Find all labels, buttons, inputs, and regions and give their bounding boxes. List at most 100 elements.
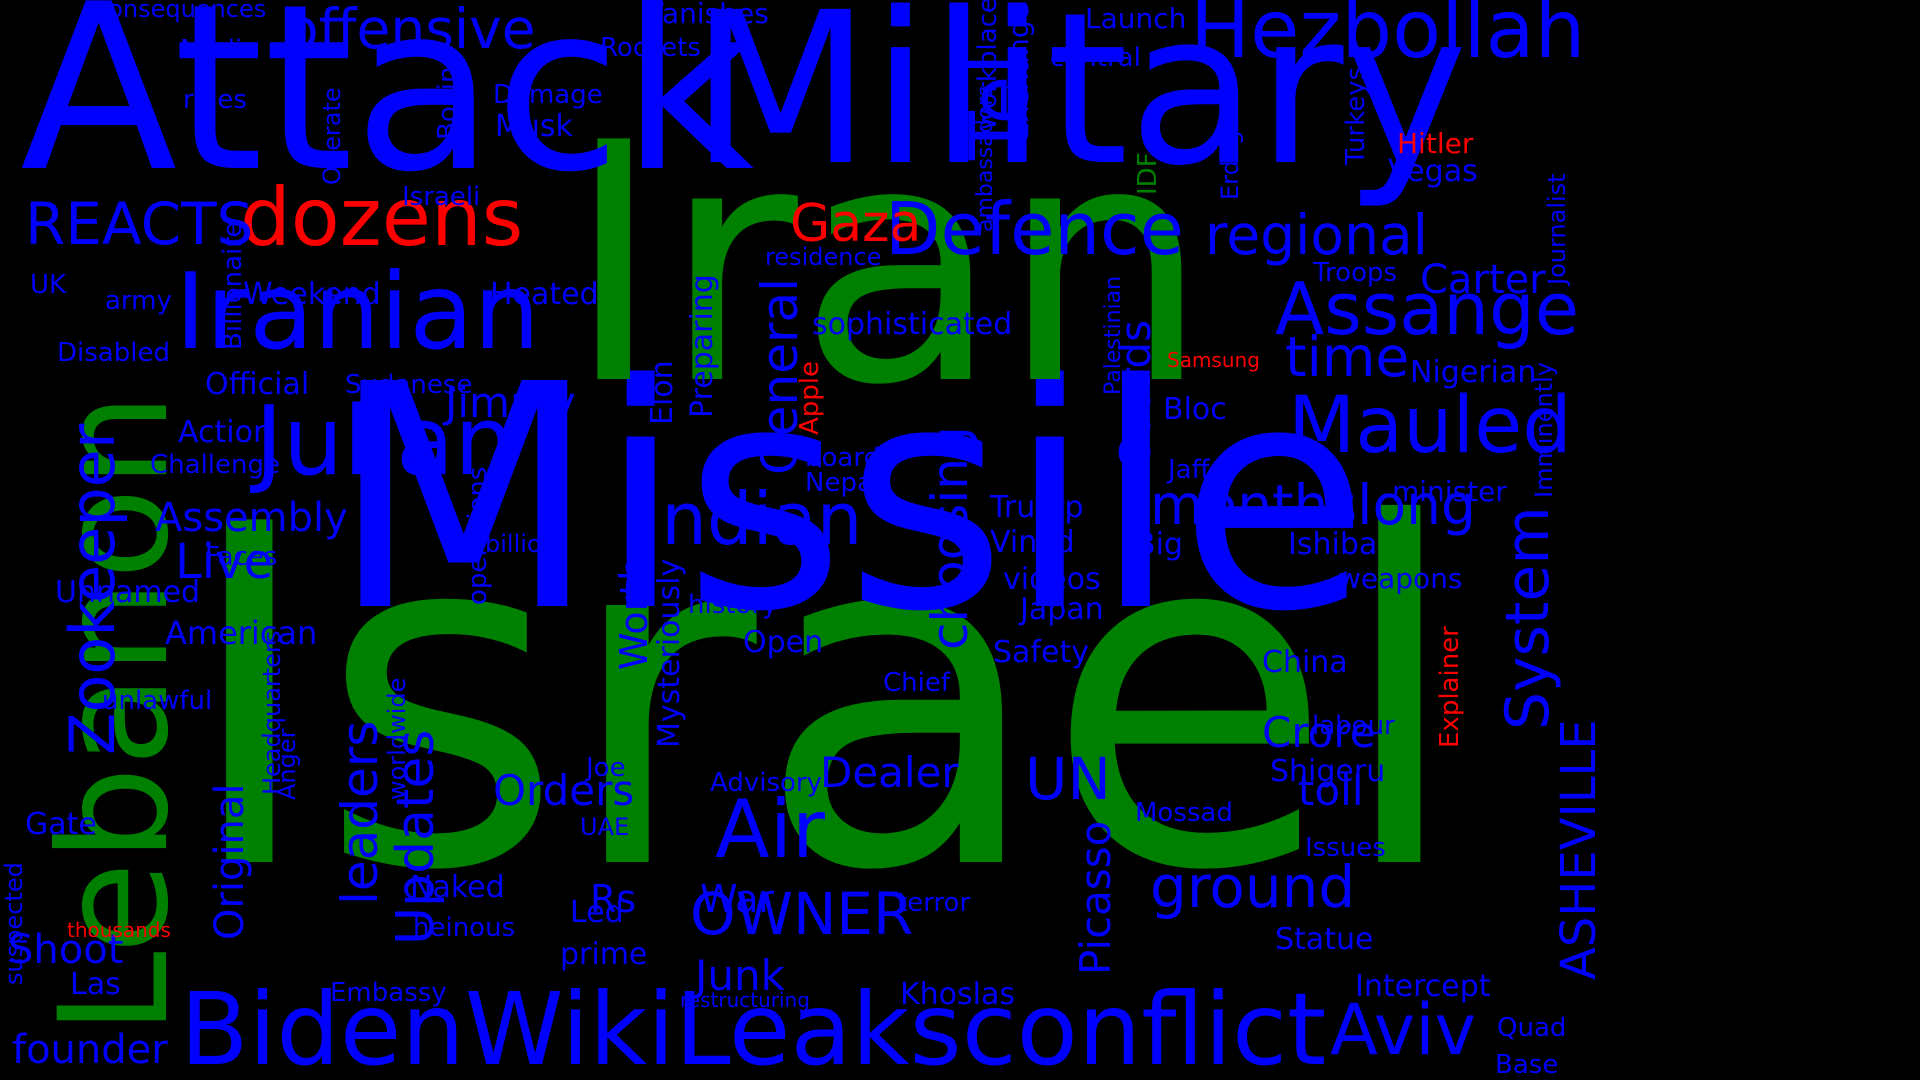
- word-official: Official: [205, 367, 310, 402]
- word-videos: videos: [1003, 562, 1101, 597]
- word-leaders: leaders: [331, 720, 389, 905]
- word-assembly: Assembly: [155, 495, 348, 541]
- word-assange: Assange: [1275, 267, 1580, 351]
- word-sudanese: Sudanese: [345, 370, 473, 400]
- word-imminently: Imminently: [1530, 362, 1558, 498]
- word-operate: Operate: [318, 87, 346, 185]
- word-unnamed: Unnamed: [55, 575, 201, 610]
- word-regional: regional: [1205, 203, 1428, 267]
- word-headquarters: Headquarters: [258, 630, 286, 795]
- word-issues: Issues: [1305, 833, 1386, 863]
- word-media: Media: [180, 35, 259, 65]
- word-safety: Safety: [993, 635, 1089, 670]
- word-terror: terror: [897, 888, 971, 918]
- word-american: American: [165, 614, 318, 652]
- word-gate: Gate: [25, 807, 97, 842]
- word-billion: billion: [485, 530, 557, 558]
- word-rules: rules: [183, 85, 247, 115]
- word-nepal: Nepal: [805, 468, 881, 498]
- word-crore: Crore: [1262, 708, 1376, 757]
- word-mauled: Mauled: [1288, 381, 1572, 471]
- word-vinod: Vinod: [990, 525, 1075, 560]
- word-central: central: [1050, 43, 1141, 73]
- word-musk: Musk: [495, 109, 573, 144]
- word-monthslong: monthslong: [1150, 473, 1476, 537]
- word-journalist: Journalist: [1543, 173, 1571, 285]
- word-troops: Troops: [1313, 258, 1398, 288]
- word-quad: Quad: [1497, 1013, 1567, 1043]
- word-china: China: [1262, 645, 1348, 680]
- word-nigerian: Nigerian: [1410, 355, 1537, 390]
- word-dozens: dozens: [240, 171, 524, 264]
- word-uae: UAE: [580, 813, 630, 841]
- word-junk: Junk: [695, 951, 785, 1000]
- word-war: War: [700, 877, 775, 921]
- word-advisory: Advisory: [710, 768, 822, 798]
- word-consequences: consequences: [95, 0, 267, 23]
- word-live: Live: [175, 534, 274, 590]
- word-choosing: choosing: [921, 426, 979, 650]
- word-embassy: Embassy: [330, 978, 447, 1008]
- word-julian: Julian: [255, 387, 515, 497]
- word-preparing: Preparing: [685, 274, 720, 418]
- word-minister: minister: [1392, 475, 1507, 508]
- word-carter: Carter: [1420, 257, 1546, 303]
- word-vegas: Vegas: [1388, 154, 1478, 189]
- word-billionaire: Billionaire: [218, 221, 248, 350]
- word-bloc: Bloc: [1163, 392, 1227, 427]
- word-army: army: [105, 286, 172, 316]
- word-exchange: Exchange: [1002, 3, 1035, 140]
- word-labour: labour: [1312, 711, 1395, 741]
- word-hezbollah: Hezbollah: [1190, 0, 1586, 76]
- word-base: Base: [1495, 1050, 1559, 1080]
- word-founder: founder: [12, 1027, 168, 1073]
- word-vanishes: Vanishes: [645, 0, 769, 30]
- word-open: Open: [743, 625, 824, 660]
- word-mossad: Mossad: [1135, 798, 1233, 828]
- word-restructuring: restructuring: [680, 988, 810, 1012]
- word-uk: UK: [30, 270, 67, 300]
- word-faces: Faces: [205, 542, 278, 572]
- word-shigeru: Shigeru: [1270, 754, 1386, 789]
- word-heinous: heinous: [413, 913, 516, 943]
- word-disabled: Disabled: [57, 338, 170, 368]
- word-prime: prime: [560, 937, 648, 972]
- word-intercept: Intercept: [1355, 969, 1491, 1004]
- word-reacts: REACTS: [25, 190, 254, 258]
- word-gaza: Gaza: [790, 194, 922, 254]
- word-bidenwikileaksconflict: BidenWikiLeaksconflict: [180, 971, 1327, 1080]
- word-iranian: Iranian: [175, 251, 541, 373]
- word-unlawful: unlawful: [102, 686, 213, 716]
- word-asheville: ASHEVILLE: [1551, 719, 1607, 980]
- word-apple: Apple: [795, 360, 825, 435]
- word-shoot: Shoot: [8, 927, 124, 973]
- word-las: Las: [70, 967, 121, 1002]
- word-missile: Missile: [330, 319, 1370, 680]
- word-worldwide: worldwide: [383, 677, 411, 800]
- word-indian: Indian: [640, 477, 863, 561]
- word-suspected: suspected: [0, 862, 28, 985]
- word-ground: ground: [1150, 853, 1356, 921]
- word-action: Action: [178, 415, 272, 450]
- word-jaffa: Jaffa: [1168, 455, 1226, 485]
- word-khoslas: Khoslas: [900, 977, 1016, 1012]
- word-ishiba: Ishiba: [1288, 527, 1378, 562]
- word-samsung: Samsung: [1167, 348, 1260, 372]
- word-trump: Trump: [990, 490, 1084, 525]
- word-idf: IDF: [1133, 152, 1163, 195]
- word-air: Air: [715, 783, 825, 876]
- word-sophisticated: sophisticated: [812, 307, 1013, 342]
- word-attack: Attack: [20, 0, 755, 223]
- word-elon: Elon: [645, 360, 680, 425]
- word-rockets: Rockets: [600, 33, 701, 63]
- word-residence: residence: [765, 243, 882, 271]
- word-mysteriously: Mysteriously: [652, 558, 687, 748]
- word-erdogan: Erdogan: [1216, 100, 1244, 200]
- word-big: Big: [1135, 527, 1183, 562]
- word-turkeys: Turkeys: [1341, 66, 1371, 165]
- word-jimmy: Jimmy: [445, 378, 576, 427]
- word-launch: Launch: [1085, 2, 1187, 35]
- word-iran: Iran: [565, 73, 1210, 457]
- word-naked: Naked: [410, 870, 505, 905]
- word-rs: Rs: [590, 877, 637, 921]
